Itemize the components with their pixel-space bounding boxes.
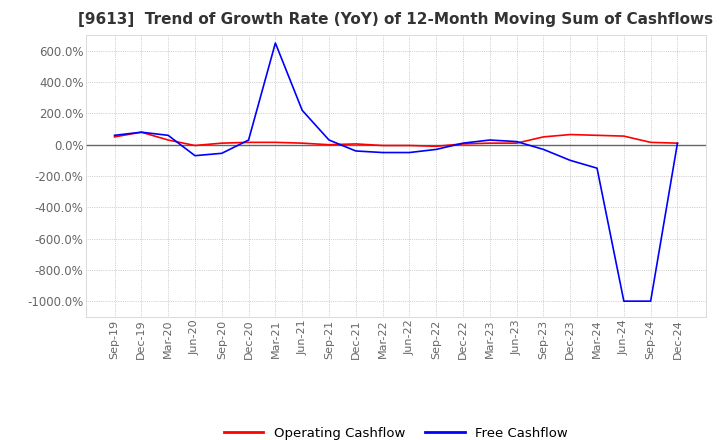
Title: [9613]  Trend of Growth Rate (YoY) of 12-Month Moving Sum of Cashflows: [9613] Trend of Growth Rate (YoY) of 12-… xyxy=(78,12,714,27)
Legend: Operating Cashflow, Free Cashflow: Operating Cashflow, Free Cashflow xyxy=(219,422,573,440)
